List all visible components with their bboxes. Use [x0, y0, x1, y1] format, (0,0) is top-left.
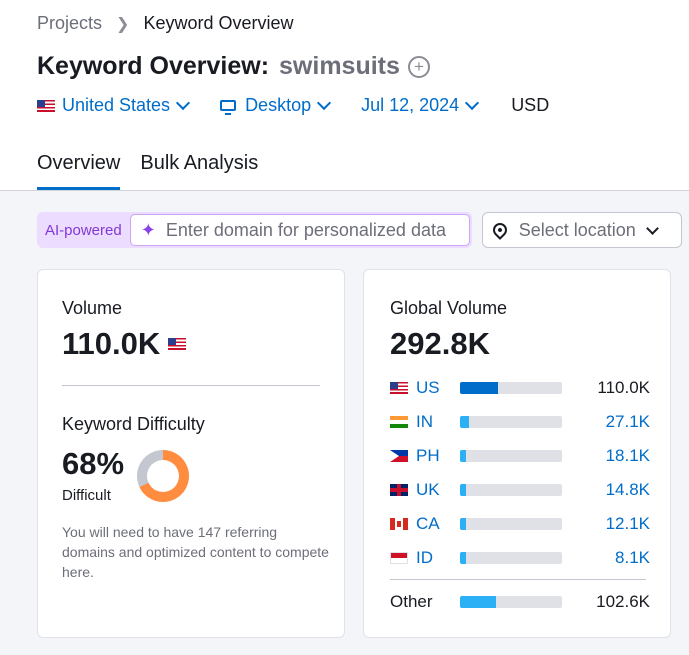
- location-placeholder: Select location: [518, 219, 636, 240]
- ai-domain-box: AI-powered ✦ Enter domain for personaliz…: [37, 212, 472, 248]
- country-code: IN: [416, 412, 433, 431]
- date-dropdown[interactable]: Jul 12, 2024: [361, 95, 480, 116]
- country-share-fill: [460, 552, 467, 564]
- page-title: Keyword Overview: swimsuits +: [37, 52, 430, 81]
- country-volume[interactable]: 18.1K: [605, 446, 650, 465]
- us-flag-icon: [168, 338, 187, 350]
- global-volume-value: 292.8K: [390, 326, 490, 361]
- chevron-down-icon: [317, 95, 332, 111]
- country-share-fill: [460, 450, 467, 462]
- chevron-right-icon: ❯: [116, 15, 130, 33]
- country-share-bar: [460, 518, 562, 530]
- country-dropdown[interactable]: United States: [37, 95, 191, 116]
- date-label: Jul 12, 2024: [361, 95, 460, 115]
- location-select[interactable]: Select location: [481, 212, 682, 248]
- divider: [62, 385, 320, 386]
- country-volume[interactable]: 12.1K: [605, 514, 650, 533]
- philippines-flag-icon: [390, 450, 408, 462]
- filters-bar: United States Desktop Jul 12, 2024 USD: [37, 95, 581, 116]
- country-row-us[interactable]: US 110.0K: [390, 378, 650, 398]
- uk-flag-icon: [390, 484, 408, 496]
- difficulty-donut-chart: [137, 450, 189, 502]
- difficulty-label: Keyword Difficulty: [62, 414, 205, 434]
- country-label: United States: [62, 95, 171, 115]
- chevron-down-icon: [465, 95, 480, 111]
- us-flag-icon: [390, 382, 408, 394]
- country-share-bar: [460, 450, 562, 462]
- country-row-id[interactable]: ID 8.1K: [390, 548, 650, 568]
- difficulty-description: You will need to have 147 referring doma…: [62, 524, 329, 580]
- indonesia-flag-icon: [390, 552, 408, 564]
- country-row-ph[interactable]: PH 18.1K: [390, 446, 650, 466]
- country-row-other: Other 102.6K: [390, 592, 650, 612]
- country-share-bar: [460, 416, 562, 428]
- device-label: Desktop: [245, 95, 312, 115]
- country-code: CA: [416, 514, 440, 533]
- keyword-text: swimsuits: [279, 52, 400, 80]
- country-share-fill: [460, 416, 470, 428]
- page-title-text: Keyword Overview:: [37, 52, 270, 80]
- country-volume[interactable]: 27.1K: [605, 412, 650, 431]
- other-share-fill: [460, 596, 496, 608]
- country-code: US: [416, 378, 440, 397]
- chevron-down-icon: [645, 221, 659, 235]
- breadcrumb: Projects ❯ Keyword Overview: [37, 13, 293, 34]
- personalization-row: AI-powered ✦ Enter domain for personaliz…: [37, 212, 682, 248]
- canada-flag-icon: [390, 518, 408, 530]
- country-share-bar: [460, 382, 562, 394]
- breadcrumb-projects-link[interactable]: Projects: [37, 13, 103, 33]
- global-volume-label: Global Volume: [390, 298, 508, 318]
- sparkle-icon: ✦: [140, 219, 156, 240]
- ai-powered-badge: AI-powered: [45, 221, 122, 239]
- country-code: ID: [416, 548, 433, 567]
- location-pin-icon: [489, 220, 510, 240]
- country-volume[interactable]: 14.8K: [605, 480, 650, 499]
- country-code: PH: [416, 446, 440, 465]
- add-keyword-icon[interactable]: +: [407, 55, 430, 78]
- volume-difficulty-card: Volume 110.0K Keyword Difficulty 68% Dif…: [37, 269, 345, 638]
- volume-value: 110.0K: [62, 326, 161, 361]
- chevron-down-icon: [175, 95, 191, 111]
- page-header: Projects ❯ Keyword Overview Keyword Over…: [0, 0, 689, 191]
- tab-overview[interactable]: Overview: [37, 152, 121, 190]
- other-label: Other: [390, 592, 433, 611]
- country-share-fill: [460, 484, 467, 496]
- country-code: UK: [416, 480, 440, 499]
- country-share-fill: [460, 382, 499, 394]
- country-row-ca[interactable]: CA 12.1K: [390, 514, 650, 534]
- other-share-bar: [460, 596, 562, 608]
- volume-value-row: 110.0K: [62, 326, 187, 362]
- country-share-bar: [460, 552, 562, 564]
- country-row-in[interactable]: IN 27.1K: [390, 412, 650, 432]
- tabs: Overview Bulk Analysis: [37, 152, 278, 190]
- us-flag-icon: [37, 99, 55, 112]
- country-volume: 110.0K: [597, 378, 650, 397]
- domain-input[interactable]: ✦ Enter domain for personalized data: [129, 214, 470, 246]
- domain-input-placeholder: Enter domain for personalized data: [165, 219, 446, 240]
- india-flag-icon: [390, 416, 408, 428]
- difficulty-level: Difficult: [62, 487, 111, 504]
- device-dropdown[interactable]: Desktop: [220, 95, 332, 116]
- difficulty-value: 68%: [62, 446, 125, 481]
- country-row-uk[interactable]: UK 14.8K: [390, 480, 650, 500]
- divider: [390, 579, 646, 580]
- country-share-bar: [460, 484, 562, 496]
- volume-label: Volume: [62, 298, 123, 318]
- country-share-fill: [460, 518, 467, 530]
- currency-label: USD: [511, 95, 550, 115]
- breadcrumb-current: Keyword Overview: [143, 13, 294, 33]
- other-volume: 102.6K: [596, 592, 650, 611]
- global-volume-card: Global Volume 292.8K US 110.0K IN 27.1K …: [363, 269, 671, 638]
- tab-bulk-analysis[interactable]: Bulk Analysis: [140, 152, 259, 174]
- desktop-icon: [220, 100, 237, 115]
- country-volume[interactable]: 8.1K: [615, 548, 650, 567]
